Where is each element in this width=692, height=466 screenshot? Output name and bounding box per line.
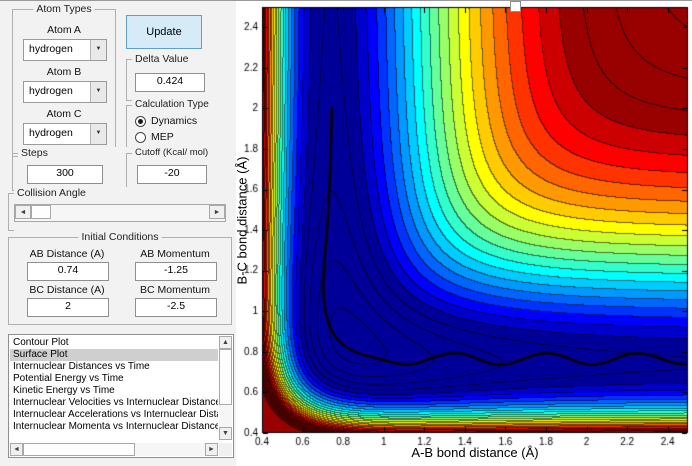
atom-c-value: hydrogen xyxy=(29,127,73,139)
atom-types-title: Atom Types xyxy=(33,3,95,15)
radio-selected-icon xyxy=(135,116,146,127)
ab-momentum-label: AB Momentum xyxy=(140,248,210,260)
x-axis-label: A-B bond distance (Å) xyxy=(411,445,539,460)
dropdown-arrow-icon[interactable]: ▼ xyxy=(90,82,106,102)
list-hscroll-thumb[interactable] xyxy=(23,443,135,456)
dropdown-arrow-icon[interactable]: ▼ xyxy=(90,124,106,144)
atom-b-value: hydrogen xyxy=(29,85,73,97)
list-item[interactable]: Internuclear Accelerations vs Internucle… xyxy=(13,409,218,420)
control-panel: Atom Types Atom A hydrogen ▼ Atom B hydr… xyxy=(0,1,374,466)
bc-distance-label: BC Distance (A) xyxy=(29,284,105,296)
scroll-up-arrow-icon[interactable]: ▲ xyxy=(219,336,232,349)
list-vscroll-thumb[interactable] xyxy=(219,349,232,405)
atom-b-label: Atom B xyxy=(46,66,82,78)
scroll-left-arrow-icon[interactable]: ◄ xyxy=(15,205,31,219)
atom-c-select[interactable]: hydrogen ▼ xyxy=(23,123,107,145)
radio-dynamics-label: Dynamics xyxy=(151,115,198,127)
list-item[interactable]: Internuclear Distances vs Time xyxy=(13,361,150,372)
list-vertical-scrollbar[interactable]: ▲ ▼ xyxy=(219,336,232,440)
dropdown-arrow-icon[interactable]: ▼ xyxy=(90,40,106,60)
list-item[interactable]: Internuclear Momenta vs Internuclear Dis… xyxy=(13,421,218,432)
scroll-down-arrow-icon[interactable]: ▼ xyxy=(219,427,232,440)
radio-unselected-icon xyxy=(135,132,146,143)
calculation-type-panel: Calculation Type Dynamics MEP xyxy=(126,99,374,466)
ab-distance-field[interactable]: 0.74 xyxy=(27,262,109,281)
list-item[interactable]: Contour Plot xyxy=(13,337,69,348)
list-item[interactable]: Kinetic Energy vs Time xyxy=(13,385,115,396)
list-item[interactable]: Potential Energy vs Time xyxy=(13,373,124,384)
bc-momentum-label: BC Momentum xyxy=(139,284,211,296)
atom-a-value: hydrogen xyxy=(29,43,73,55)
list-item-selected[interactable]: Surface Plot xyxy=(10,349,218,361)
radio-mep-label: MEP xyxy=(151,131,174,143)
steps-field[interactable]: 300 xyxy=(27,165,103,184)
atom-c-label: Atom C xyxy=(46,108,82,120)
figure-artifact-box xyxy=(510,1,521,12)
plot-type-items: Contour Plot Surface Plot Internuclear D… xyxy=(10,337,218,433)
cutoff-field[interactable]: -20 xyxy=(137,165,207,184)
collision-angle-thumb[interactable] xyxy=(31,205,51,219)
ab-momentum-field[interactable]: -1.25 xyxy=(135,262,217,281)
atom-a-label: Atom A xyxy=(47,24,81,36)
list-horizontal-scrollbar[interactable]: ◄ ► xyxy=(10,443,218,456)
atom-b-select[interactable]: hydrogen ▼ xyxy=(23,81,107,103)
delta-value-panel: Delta Value 0.424 xyxy=(126,53,374,466)
ab-distance-label: AB Distance (A) xyxy=(29,248,105,260)
scroll-right-arrow-icon[interactable]: ► xyxy=(209,205,225,219)
collision-angle-scrollbar[interactable]: ◄ ► xyxy=(14,204,226,222)
radio-dynamics[interactable]: Dynamics xyxy=(135,115,211,128)
scroll-left-arrow-icon[interactable]: ◄ xyxy=(10,443,23,456)
update-button[interactable]: Update xyxy=(126,15,202,49)
bc-distance-field[interactable]: 2 xyxy=(27,298,109,317)
scroll-right-arrow-icon[interactable]: ► xyxy=(205,443,218,456)
plot-area: A-B bond distance (Å) B-C bond distance … xyxy=(234,1,692,466)
atom-a-select[interactable]: hydrogen ▼ xyxy=(23,39,107,61)
bc-momentum-field[interactable]: -2.5 xyxy=(135,298,217,317)
contour-plot-canvas xyxy=(236,1,692,466)
delta-value-field[interactable]: 0.424 xyxy=(135,73,205,92)
cutoff-panel: Cutoff (Kcal/ mol) -20 xyxy=(126,147,374,466)
steps-panel: Steps 300 xyxy=(12,147,260,466)
atom-types-panel: Atom Types Atom A hydrogen ▼ Atom B hydr… xyxy=(12,3,116,157)
list-item[interactable]: Internuclear Velocities vs Internuclear … xyxy=(13,397,218,408)
initial-conditions-title: Initial Conditions xyxy=(78,231,162,243)
scrollbar-corner xyxy=(219,443,232,456)
y-axis-label: B-C bond distance (Å) xyxy=(234,156,250,285)
plot-type-listbox[interactable]: Contour Plot Surface Plot Internuclear D… xyxy=(8,334,234,458)
initial-conditions-panel: Initial Conditions AB Distance (A) AB Mo… xyxy=(8,231,232,325)
collision-angle-panel: Collision Angle ◄ ► xyxy=(8,187,256,466)
radio-mep[interactable]: MEP xyxy=(135,131,211,144)
